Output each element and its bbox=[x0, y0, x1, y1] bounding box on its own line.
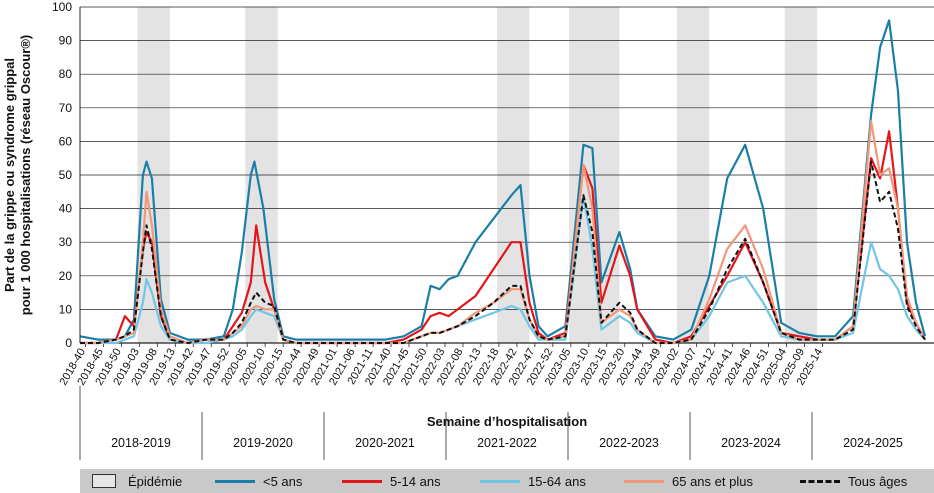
15-64-swatch bbox=[480, 479, 520, 483]
gridlines bbox=[80, 6, 934, 344]
x-tick-labels: 2018-402018-452018-502019-032019-082019-… bbox=[57, 343, 825, 387]
legend-item-all-ages: Tous âges bbox=[800, 469, 907, 493]
x-axis-label: Semaine d’hospitalisation bbox=[427, 414, 587, 429]
y-tick-labels: 0 10 20 30 40 50 60 70 80 90 100 bbox=[52, 0, 72, 350]
series-lines bbox=[79, 19, 927, 345]
series-line-0 bbox=[79, 19, 927, 341]
epidemic-swatch bbox=[92, 474, 116, 488]
y-tick-label: 90 bbox=[59, 34, 73, 48]
season-labels: 2018-2019 2019-2020 2020-2021 2021-2022 2022… bbox=[79, 386, 903, 460]
legend-label-all-ages: Tous âges bbox=[848, 473, 908, 489]
season-label: 2020-2021 bbox=[355, 436, 415, 450]
legend-item-5-14: 5-14 ans bbox=[342, 469, 441, 493]
series-line-4 bbox=[80, 160, 926, 344]
y-tick-label: 80 bbox=[59, 67, 73, 81]
legend-label-epidemic: Épidémie bbox=[128, 473, 183, 489]
5-14-swatch bbox=[342, 479, 382, 483]
y-tick-label: 20 bbox=[59, 269, 73, 283]
y-tick-label: 40 bbox=[59, 202, 73, 216]
legend: Épidémie <5 ans 5-14 ans 15-64 ans 65 an… bbox=[80, 469, 934, 493]
legend-item-15-64: 15-64 ans bbox=[480, 469, 586, 493]
season-label: 2023-2024 bbox=[721, 436, 781, 450]
season-label: 2021-2022 bbox=[477, 436, 537, 450]
season-label: 2022-2023 bbox=[599, 436, 659, 450]
legend-label-under5: <5 ans bbox=[263, 473, 303, 489]
legend-item-under5: <5 ans bbox=[215, 469, 302, 493]
legend-item-65plus: 65 ans et plus bbox=[624, 469, 753, 493]
y-tick-label: 0 bbox=[65, 336, 72, 350]
legend-label-5-14: 5-14 ans bbox=[390, 473, 441, 489]
season-label: 2024-2025 bbox=[843, 436, 903, 450]
legend-label-15-64: 15-64 ans bbox=[528, 473, 586, 489]
legend-item-epidemic: Épidémie bbox=[92, 469, 182, 493]
y-axis-label-line1: Part de la grippe ou syndrome grippal bbox=[2, 58, 17, 292]
y-tick-label: 30 bbox=[59, 235, 73, 249]
y-tick-label: 10 bbox=[59, 302, 73, 316]
y-tick-label: 70 bbox=[59, 101, 73, 115]
season-label: 2019-2020 bbox=[233, 436, 293, 450]
65plus-swatch bbox=[624, 479, 664, 483]
under5-swatch bbox=[215, 479, 255, 483]
y-tick-label: 50 bbox=[59, 168, 73, 182]
all-ages-swatch bbox=[800, 479, 840, 483]
season-label: 2018-2019 bbox=[111, 436, 171, 450]
y-axis-label-line2: pour 1 000 hospitalisations (réseau Osco… bbox=[18, 35, 33, 316]
y-tick-label: 60 bbox=[59, 134, 73, 148]
legend-label-65plus: 65 ans et plus bbox=[672, 473, 753, 489]
y-tick-label: 100 bbox=[52, 0, 72, 14]
